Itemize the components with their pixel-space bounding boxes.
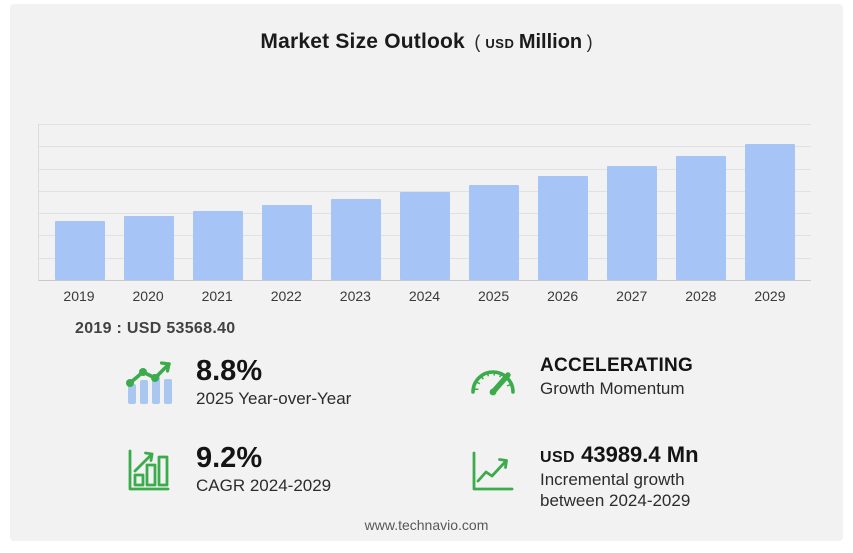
title-unit-usd: USD	[485, 36, 515, 51]
stat-cagr-value: 9.2%	[196, 442, 263, 474]
stat-momentum-text: ACCELERATING Growth Momentum	[540, 356, 693, 400]
bar-chart: 2019 2020 2021 2022 2023 2024 2025 2026 2027 2028…	[38, 124, 811, 304]
bar-2022	[262, 205, 312, 280]
x-tick-2026: 2026	[547, 288, 579, 304]
gauge-icon	[466, 358, 520, 411]
source-url: www.technavio.com	[364, 517, 489, 533]
x-tick-2021: 2021	[201, 288, 233, 304]
bar-2029	[745, 144, 795, 280]
stat-cagr-text: 9.2% CAGR 2024-2029	[196, 443, 331, 497]
stat-yoy-value: 8.8%	[196, 355, 263, 387]
x-tick-2025: 2025	[477, 288, 510, 304]
stat-yoy-label: 2025 Year-over-Year	[196, 389, 352, 409]
x-tick-2022: 2022	[270, 288, 302, 304]
stat-incremental: USD 43989.4 Mn Incremental growth between…	[466, 443, 843, 511]
title-paren-close: )	[586, 32, 593, 52]
gridline	[39, 169, 811, 170]
bars	[39, 124, 811, 280]
title-main: Market Size Outlook	[260, 30, 465, 53]
stat-momentum-label: Growth Momentum	[540, 378, 685, 398]
stat-cagr: 9.2% CAGR 2024-2029	[122, 443, 466, 511]
bar-growth-icon	[122, 445, 176, 500]
x-axis-baseline	[39, 280, 811, 281]
stat-yoy: 8.8% 2025 Year-over-Year	[122, 356, 466, 411]
line-growth-icon	[466, 445, 520, 500]
plot-area	[38, 124, 811, 281]
stat-incremental-value: USD 43989.4 Mn	[540, 442, 699, 467]
stat-incremental-text: USD 43989.4 Mn Incremental growth between…	[540, 443, 699, 511]
x-tick-2028: 2028	[685, 288, 717, 304]
stat-yoy-text: 8.8% 2025 Year-over-Year	[196, 356, 351, 410]
bar-2021	[193, 211, 243, 280]
stat-cagr-label: CAGR 2024-2029	[196, 476, 332, 496]
x-axis-ticks: 2019 2020 2021 2022 2023 2024 2025 2026 2027 2028…	[38, 288, 811, 304]
stat-momentum-value: ACCELERATING	[540, 355, 694, 376]
gridline	[39, 146, 811, 147]
x-tick-2019: 2019	[63, 288, 95, 304]
bar-2027	[607, 166, 657, 280]
x-tick-2029: 2029	[754, 288, 786, 304]
bar-2026	[538, 176, 588, 280]
bar-2024	[400, 192, 450, 280]
x-tick-2020: 2020	[132, 288, 164, 304]
title-paren-open: (	[474, 32, 481, 52]
bar-2020	[124, 216, 174, 280]
bar-2023	[331, 199, 381, 280]
x-tick-2027: 2027	[616, 288, 648, 304]
page-title: Market Size Outlook ( USD Million )	[10, 30, 843, 62]
market-size-card: Market Size Outlook ( USD Million ) 2019…	[10, 4, 843, 541]
x-tick-2023: 2023	[339, 288, 371, 304]
bar-2025	[469, 185, 519, 280]
base-year-annotation: 2019 : USD 53568.40	[75, 320, 236, 337]
gridline	[39, 191, 811, 192]
stats-grid: 8.8% 2025 Year-over-Year ACCELERATING Gr…	[122, 356, 843, 511]
title-unit-million: Million	[518, 31, 583, 53]
stat-momentum: ACCELERATING Growth Momentum	[466, 356, 843, 411]
stat-incremental-label: Incremental growth between 2024-2029	[540, 469, 691, 510]
trend-bars-icon	[122, 358, 176, 411]
x-tick-2024: 2024	[408, 288, 441, 304]
bar-2019	[55, 221, 105, 280]
gridline	[39, 124, 811, 125]
usd-prefix: USD	[540, 449, 575, 466]
bar-2028	[676, 156, 726, 280]
